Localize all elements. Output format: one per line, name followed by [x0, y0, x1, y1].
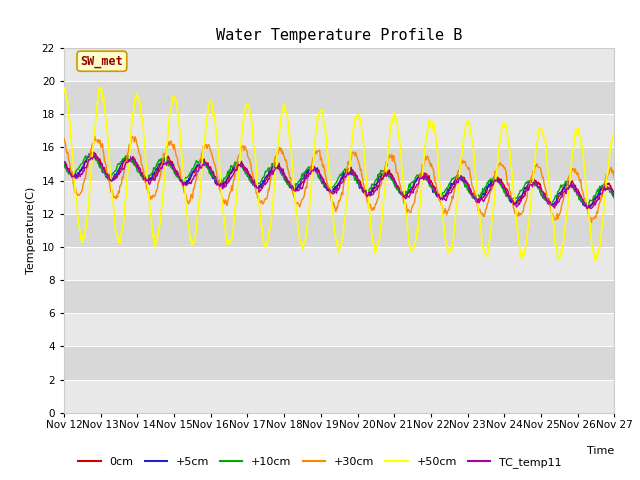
X-axis label: Time: Time: [587, 446, 614, 456]
+30cm: [128, 133, 136, 139]
+50cm: [212, 130, 220, 135]
0cm: [212, 179, 220, 184]
TC_temp11: [611, 192, 618, 197]
+5cm: [212, 181, 220, 187]
+50cm: [60, 89, 68, 95]
TC_temp11: [212, 177, 220, 183]
Line: TC_temp11: TC_temp11: [64, 154, 614, 208]
+30cm: [611, 175, 618, 180]
+50cm: [611, 131, 618, 137]
0cm: [423, 171, 431, 177]
+5cm: [184, 180, 191, 185]
+5cm: [85, 151, 93, 156]
Y-axis label: Temperature(C): Temperature(C): [26, 187, 36, 274]
+30cm: [60, 135, 68, 141]
+50cm: [98, 85, 106, 91]
Line: +5cm: +5cm: [64, 154, 614, 208]
Bar: [64, 280, 614, 313]
Title: Water Temperature Profile B: Water Temperature Profile B: [216, 28, 462, 43]
+10cm: [611, 196, 618, 202]
Bar: [64, 380, 614, 413]
0cm: [184, 178, 191, 184]
0cm: [407, 189, 415, 195]
0cm: [90, 149, 98, 155]
+5cm: [407, 186, 415, 192]
Bar: [64, 114, 614, 147]
TC_temp11: [91, 151, 99, 156]
Bar: [64, 214, 614, 247]
TC_temp11: [584, 205, 591, 211]
+30cm: [423, 155, 431, 160]
TC_temp11: [407, 191, 415, 197]
Line: +50cm: +50cm: [64, 88, 614, 261]
+50cm: [423, 132, 431, 137]
Legend: 0cm, +5cm, +10cm, +30cm, +50cm, TC_temp11: 0cm, +5cm, +10cm, +30cm, +50cm, TC_temp1…: [74, 452, 566, 472]
TC_temp11: [423, 176, 431, 181]
+30cm: [127, 141, 134, 147]
+10cm: [212, 179, 220, 185]
TC_temp11: [70, 174, 78, 180]
Line: +30cm: +30cm: [64, 136, 614, 223]
Bar: [64, 48, 614, 81]
TC_temp11: [184, 181, 191, 187]
Bar: [64, 247, 614, 280]
0cm: [70, 174, 78, 180]
+50cm: [591, 258, 599, 264]
+10cm: [70, 171, 78, 177]
+10cm: [87, 152, 95, 158]
Bar: [64, 180, 614, 214]
+30cm: [212, 168, 220, 174]
+10cm: [423, 178, 431, 183]
+10cm: [184, 175, 191, 180]
+50cm: [127, 122, 135, 128]
+10cm: [582, 202, 589, 207]
+5cm: [423, 175, 431, 180]
+50cm: [184, 214, 191, 220]
+5cm: [127, 158, 135, 164]
TC_temp11: [60, 159, 68, 165]
+50cm: [407, 247, 415, 252]
Bar: [64, 147, 614, 180]
+10cm: [60, 161, 68, 167]
0cm: [611, 189, 618, 195]
+30cm: [184, 198, 191, 204]
Bar: [64, 347, 614, 380]
+10cm: [127, 156, 135, 162]
0cm: [127, 156, 135, 162]
Text: SW_met: SW_met: [81, 55, 124, 68]
+30cm: [407, 210, 415, 216]
+30cm: [588, 220, 595, 226]
+50cm: [70, 173, 78, 179]
+5cm: [70, 174, 78, 180]
0cm: [60, 160, 68, 166]
Line: 0cm: 0cm: [64, 152, 614, 206]
Line: +10cm: +10cm: [64, 155, 614, 204]
TC_temp11: [127, 156, 135, 162]
0cm: [586, 204, 594, 209]
Bar: [64, 81, 614, 114]
+5cm: [611, 195, 618, 201]
+30cm: [70, 182, 78, 188]
Bar: [64, 313, 614, 347]
+10cm: [407, 180, 415, 186]
+5cm: [60, 163, 68, 168]
+5cm: [586, 205, 594, 211]
